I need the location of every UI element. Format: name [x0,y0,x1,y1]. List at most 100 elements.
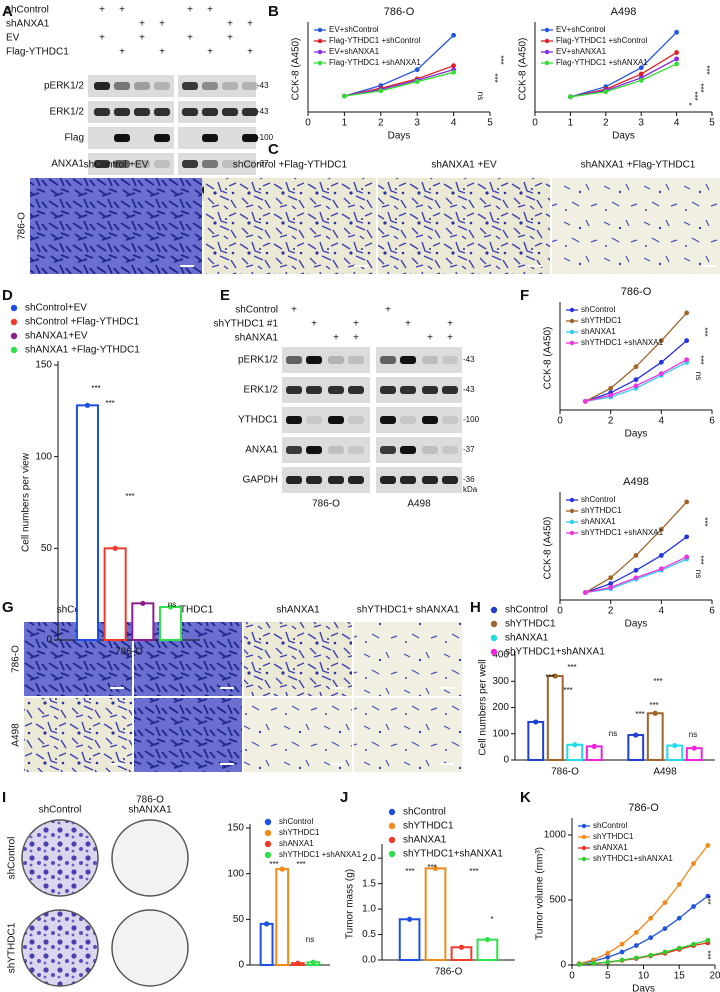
blot-band [328,446,344,454]
kda-label: -36 [463,475,475,484]
data-point [691,904,696,909]
data-point [658,338,664,344]
legend-marker [569,497,575,503]
x-tick-label: 2 [608,606,614,617]
blot-band [202,160,218,168]
panel-label: D [2,287,13,304]
legend-marker [388,836,396,844]
blot-band [182,160,198,168]
series-line [570,63,677,98]
legend-marker [569,307,575,313]
micrograph [244,698,352,772]
legend-marker [264,840,272,848]
y-tick-label: 0 [560,960,566,971]
series-line [578,844,709,965]
legend-marker [569,530,575,536]
y-tick-label: 0 [503,755,509,766]
legend-label: shANXA1 [581,327,616,336]
protein-label: GAPDH [242,475,278,486]
blot-band [242,108,258,116]
data-point [684,357,690,363]
bar-dot [572,742,578,748]
legend-marker [569,508,575,514]
legend-marker [264,818,272,826]
condition-label: shControl [235,305,278,316]
blot-strip [88,101,174,123]
bar [103,547,127,641]
data-point [633,943,639,948]
data-point [608,575,614,581]
x-tick-label: 5 [709,118,715,129]
x-tick-label: 4 [451,118,457,129]
kda-label: -37 [257,159,269,168]
x-tick-label: 15 [674,971,686,982]
panel-label: A [2,3,13,20]
condition-sign: + [139,33,145,44]
data-point [648,952,654,958]
legend-marker [569,340,575,346]
condition-sign: + [159,47,165,58]
x-tick-label: 4 [659,606,665,617]
blot-band [242,134,258,142]
significance-label: ns [168,600,176,609]
panel-label: I [2,789,6,806]
blot-strip [178,75,256,97]
blot-band [154,160,170,168]
data-point [684,310,690,316]
blot-band [306,476,322,484]
y-tick-label: 150 [35,360,52,371]
blot-band [442,386,458,394]
significance-label: *** [703,895,712,904]
bar-dot [652,710,658,716]
legend-label: shControl [593,821,627,830]
data-point [691,941,696,947]
bar-dot [279,866,285,872]
condition-label: shANXA1 [6,19,50,30]
blot-band [400,476,416,484]
panel-label: J [340,789,348,806]
data-point [658,527,664,532]
condition-sign: + [99,33,105,44]
data-point [619,957,625,963]
legend-marker [10,318,18,326]
x-tick-label: 786-O [551,767,579,778]
image-column-label: shANXA1 [128,805,172,816]
legend-marker [581,845,587,851]
data-point [633,553,639,558]
data-point [451,63,456,69]
bar [424,867,447,962]
legend-marker [569,329,575,335]
legend-label: shControl [505,605,548,616]
bar [546,675,564,761]
series-line [570,31,678,98]
significance-label: *** [700,517,709,526]
x-axis-label: Days [612,131,635,142]
significance-label: ns [689,730,697,739]
x-tick-label: 3 [638,118,644,129]
condition-sign: + [311,319,317,330]
panel-label: E [220,287,230,304]
blot-band [442,446,458,454]
bar-dot [406,916,413,922]
bar [476,938,499,961]
image-title: 786-O [136,795,164,806]
plate-image [111,819,189,897]
legend-label: shYTHDC1+shANXA1 [403,849,503,860]
micrograph [354,622,462,696]
y-axis-label: CCK-8 (A450) [518,38,529,101]
bar [275,868,290,966]
blot-band [154,82,170,90]
condition-sign: + [227,19,233,30]
legend-label: Flag-YTHDC1 +shControl [329,36,421,45]
micrograph [378,178,550,274]
bar [131,602,155,641]
chart-title: 786-O [621,286,652,298]
bar-dot [484,937,491,943]
y-axis-label: CCK-8 (A450) [543,517,554,580]
data-point [674,50,679,55]
bar-dot [167,604,174,610]
significance-label: *** [696,555,705,564]
significance-label: *** [702,65,711,74]
blot-band [306,446,322,454]
